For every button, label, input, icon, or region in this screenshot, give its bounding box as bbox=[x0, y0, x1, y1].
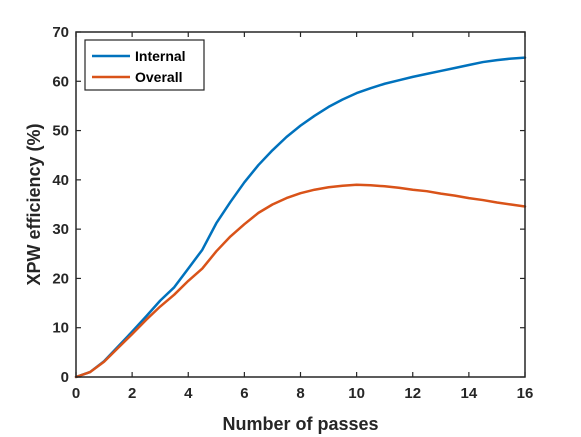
x-tick-label: 10 bbox=[348, 385, 365, 402]
y-tick-label: 40 bbox=[52, 172, 69, 189]
y-axis-ticks: 0 10 20 30 40 50 60 70 bbox=[52, 24, 525, 386]
series-layer bbox=[74, 56, 527, 379]
legend-box bbox=[84, 39, 205, 91]
x-tick-label: 0 bbox=[72, 385, 80, 402]
y-axis-label: XPW efficiency (%) bbox=[24, 123, 44, 285]
series-line-internal bbox=[74, 56, 527, 379]
legend-label-internal: Internal bbox=[135, 48, 186, 64]
x-tick-label: 4 bbox=[184, 385, 193, 402]
y-tick-label: 30 bbox=[52, 221, 69, 238]
y-tick-label: 70 bbox=[52, 24, 69, 41]
x-axis-label: Number of passes bbox=[222, 414, 378, 434]
x-tick-label: 2 bbox=[128, 385, 136, 402]
x-tick-label: 6 bbox=[240, 385, 248, 402]
x-tick-label: 14 bbox=[461, 385, 478, 402]
y-tick-label: 60 bbox=[52, 73, 69, 90]
x-axis-ticks: 0 2 4 6 8 10 12 14 16 bbox=[72, 32, 534, 402]
y-tick-label: 50 bbox=[52, 123, 69, 140]
x-tick-label: 12 bbox=[404, 385, 421, 402]
x-tick-label: 16 bbox=[517, 385, 534, 402]
legend: Internal Overall bbox=[84, 39, 205, 91]
series-line-overall bbox=[74, 183, 527, 379]
y-tick-label: 20 bbox=[52, 270, 69, 287]
y-tick-label: 0 bbox=[61, 369, 69, 386]
x-tick-label: 8 bbox=[296, 385, 304, 402]
legend-label-overall: Overall bbox=[135, 69, 182, 85]
y-tick-label: 10 bbox=[52, 320, 69, 337]
